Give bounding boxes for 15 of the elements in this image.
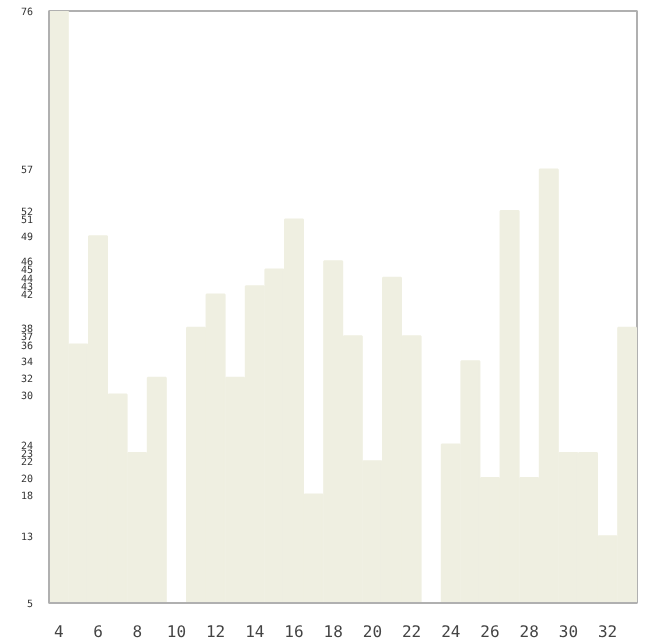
- x-tick-label: 20: [362, 623, 383, 641]
- x-tick-label: 24: [441, 623, 461, 641]
- x-tick-label: 8: [132, 623, 143, 641]
- x-tick-label: 18: [323, 623, 344, 641]
- x-tick-label: 32: [597, 623, 618, 641]
- x-tick-label: 28: [519, 623, 540, 641]
- x-tick-label: 30: [558, 623, 579, 641]
- x-tick-label: 10: [166, 623, 187, 641]
- x-tick-label: 12: [205, 623, 226, 641]
- x-tick-label: 16: [284, 623, 304, 641]
- x-tick-label: 22: [401, 623, 422, 641]
- x-tick-label: 26: [480, 623, 500, 641]
- x-tick-label: 4: [53, 623, 64, 641]
- x-tick-label: 6: [93, 623, 104, 641]
- x-tick-label: 14: [245, 623, 265, 641]
